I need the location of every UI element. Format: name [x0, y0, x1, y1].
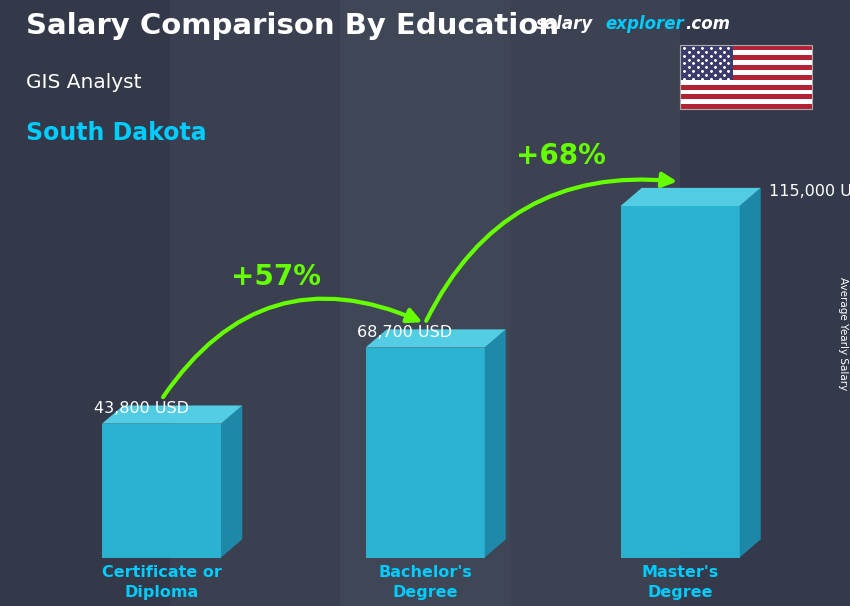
Text: Certificate or
Diploma: Certificate or Diploma	[101, 565, 222, 600]
Text: .com: .com	[685, 15, 730, 33]
Bar	[680, 65, 812, 70]
Bar	[680, 50, 812, 55]
Bar	[680, 85, 812, 90]
Text: South Dakota: South Dakota	[26, 121, 206, 145]
Text: GIS Analyst: GIS Analyst	[26, 73, 141, 92]
Bar	[680, 104, 812, 109]
Polygon shape	[102, 424, 221, 558]
Text: salary: salary	[536, 15, 592, 33]
Bar	[680, 45, 812, 109]
Polygon shape	[366, 348, 484, 558]
Polygon shape	[366, 330, 506, 348]
Polygon shape	[620, 206, 740, 558]
Text: Average Yearly Salary: Average Yearly Salary	[838, 277, 848, 390]
Bar	[680, 90, 812, 95]
Bar	[680, 45, 733, 80]
Bar	[340, 0, 510, 606]
Bar	[680, 70, 812, 75]
Text: 68,700 USD: 68,700 USD	[357, 325, 452, 341]
Bar	[680, 55, 812, 60]
Bar	[680, 60, 812, 65]
Bar	[680, 95, 812, 99]
Bar	[0, 0, 170, 606]
Text: explorer: explorer	[605, 15, 684, 33]
Bar	[680, 80, 812, 85]
Text: +57%: +57%	[231, 262, 321, 290]
Text: 43,800 USD: 43,800 USD	[94, 401, 189, 416]
Text: Master's
Degree: Master's Degree	[642, 565, 718, 600]
Polygon shape	[221, 405, 242, 558]
Bar	[510, 0, 680, 606]
Bar	[680, 45, 812, 50]
Bar	[680, 75, 812, 80]
Bar	[680, 99, 812, 104]
Text: Salary Comparison By Education: Salary Comparison By Education	[26, 12, 558, 40]
Polygon shape	[620, 188, 761, 206]
Bar	[680, 0, 850, 606]
Polygon shape	[484, 330, 506, 558]
Polygon shape	[102, 405, 242, 424]
Text: +68%: +68%	[516, 142, 606, 170]
Polygon shape	[740, 188, 761, 558]
Text: Bachelor's
Degree: Bachelor's Degree	[378, 565, 472, 600]
Bar	[170, 0, 340, 606]
Text: 115,000 USD: 115,000 USD	[769, 184, 850, 199]
